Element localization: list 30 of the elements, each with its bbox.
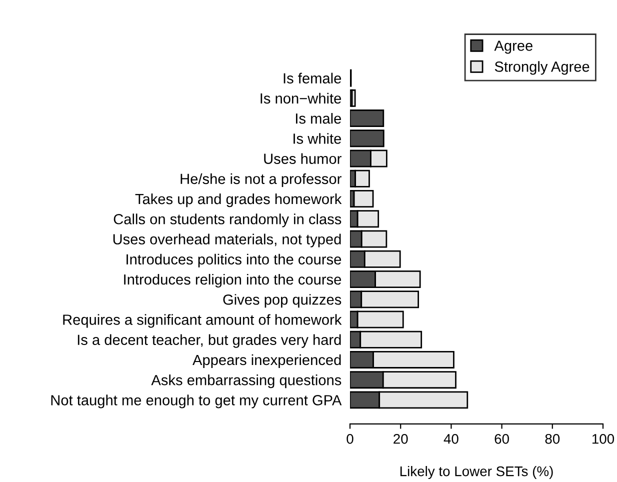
y-tick-label: Introduces religion into the course xyxy=(124,274,342,288)
bar xyxy=(350,130,384,148)
y-tick-label: Is a decent teacher, but grades very hard xyxy=(78,334,341,348)
x-tick-label: 0 xyxy=(346,434,354,444)
bar xyxy=(351,89,356,107)
y-tick-label: Gives pop quizzes xyxy=(223,294,342,308)
x-tick-label: 60 xyxy=(494,434,509,444)
y-tick-label: Introduces politics into the course xyxy=(126,254,342,268)
y-tick-label: Uses humor xyxy=(264,153,342,164)
legend-label: Agree xyxy=(494,40,532,54)
x-axis-title: Likely to Lower SETs (%) xyxy=(400,466,553,479)
y-tick-label: Is non−white xyxy=(260,92,342,104)
bar xyxy=(353,190,374,208)
x-tick-label: 20 xyxy=(394,434,408,444)
y-tick-label: Is male xyxy=(296,113,342,124)
y-tick-label: He/she is not a professor xyxy=(180,173,342,187)
y-tick-label: Uses overhead materials, not typed xyxy=(113,234,341,248)
y-tick-label: Requires a significant amount of homework xyxy=(63,314,342,328)
y-tick-label: Is white xyxy=(294,133,342,144)
y-tick-label: Not taught me enough to get my current GPA xyxy=(51,394,342,408)
x-tick-label: 80 xyxy=(545,434,560,444)
legend-label: Strongly Agree xyxy=(494,61,590,75)
y-tick-label: Is female xyxy=(284,72,342,84)
y-tick-label: Takes up and grades homework xyxy=(135,193,342,208)
y-tick-label: Calls on students randomly in class xyxy=(114,214,342,228)
x-tick-label: 40 xyxy=(444,434,458,444)
bar xyxy=(350,110,384,128)
y-tick-label: Asks embarrassing questions xyxy=(151,374,342,388)
y-tick-label: Appears inexperienced xyxy=(192,354,341,368)
x-tick-label: 100 xyxy=(592,434,614,444)
